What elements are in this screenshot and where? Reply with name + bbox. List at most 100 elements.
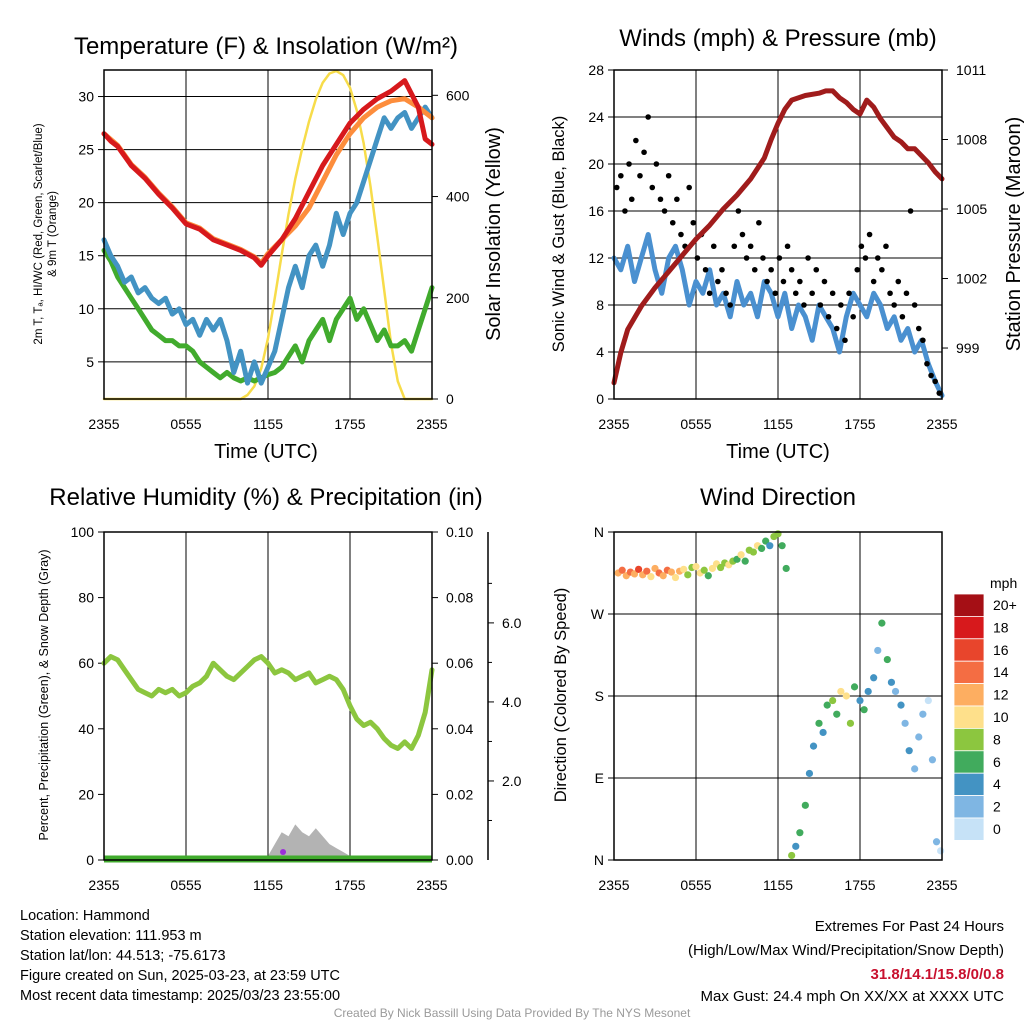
gust-point	[879, 266, 885, 273]
colorbar-label: 2	[993, 799, 1001, 815]
latlon-text: Station lat/lon: 44.513; -75.6173	[20, 948, 226, 964]
colorbar-swatch	[953, 683, 985, 707]
gust-point	[715, 278, 721, 285]
gust-point	[792, 290, 799, 297]
gust-point	[833, 325, 840, 332]
winds-y2-tick-label: 999	[956, 340, 980, 356]
gust-point	[891, 302, 897, 308]
rh-y2-tick-label: 0.08	[446, 590, 473, 606]
direction-point	[700, 566, 708, 574]
rh-y2-tick-label: 0.00	[446, 852, 473, 868]
gust-point	[710, 243, 717, 250]
direction-point	[680, 565, 688, 573]
rh-x-tick-label: 1755	[334, 877, 365, 893]
direction-point	[647, 573, 655, 581]
gust-point	[809, 290, 815, 297]
temperature-y2-tick-label: 200	[446, 290, 470, 306]
direction-panel: 2355 0555 1155 1755 2355 N E S W N	[591, 524, 958, 893]
gust-point	[866, 231, 873, 238]
direction-point	[870, 674, 878, 682]
temperature-panel: 2355 0555 1155 1755 2355 5 10 15 20 25 30	[78, 69, 448, 432]
colorbar-label: 10	[993, 709, 1009, 725]
winds-panel: 2355 0555 1155 1755 2355 0 4 8 12 16 20 24 28	[588, 62, 957, 432]
direction-point	[766, 542, 774, 550]
temperature-series-line	[102, 69, 434, 401]
gust-point	[751, 266, 758, 273]
direction-point	[911, 765, 919, 773]
direction-y-tick-label: W	[591, 606, 605, 622]
winds-y-tick-label: 20	[588, 156, 604, 172]
max-gust-text: Max Gust: 24.4 mph On XX/XX at XXXX UTC	[700, 988, 1004, 1005]
direction-point	[618, 566, 626, 574]
location-text: Location: Hammond	[20, 908, 150, 924]
temperature-y-tick-label: 30	[78, 89, 94, 105]
direction-point	[778, 542, 786, 550]
direction-x-tick-label: 0555	[680, 877, 711, 893]
gust-point	[928, 372, 934, 379]
gust-point	[895, 278, 902, 285]
temperature-xlabel: Time (UTC)	[214, 441, 318, 463]
colorbar-label: 14	[993, 664, 1009, 680]
gust-point	[936, 390, 943, 396]
winds-y-tick-label: 8	[596, 297, 604, 313]
direction-point	[837, 687, 845, 696]
direction-point	[937, 847, 945, 855]
direction-point	[846, 719, 855, 727]
temperature-x-tick-label: 1755	[334, 416, 365, 432]
gust-point	[924, 360, 930, 367]
gust-point	[760, 255, 766, 261]
rh-y-tick-label: 100	[71, 524, 95, 540]
gust-point	[817, 302, 824, 308]
temperature-ylabel-line1: 2m T, Tₐ, HI/WC (Red, Green, Scarlet/Blu…	[33, 123, 45, 344]
direction-point	[928, 756, 937, 764]
gust-point	[805, 255, 811, 261]
temperature-y2-tick-label: 400	[446, 189, 470, 205]
rh-x-tick-label: 2355	[416, 877, 447, 893]
colorbar-label: 4	[993, 776, 1001, 792]
direction-point	[758, 544, 766, 553]
direction-y-tick-label: N	[594, 524, 604, 540]
winds-y2-tick-label: 1011	[956, 62, 986, 78]
temperature-y-tick-label: 25	[78, 142, 94, 158]
rh-y-tick-label: 0	[86, 852, 94, 868]
temperature-x-tick-label: 1155	[253, 416, 283, 432]
winds-y2-tick-label: 1002	[956, 271, 987, 287]
temperature-ylabel-line2: & 9m T (Orange)	[47, 191, 59, 277]
direction-point	[860, 706, 868, 714]
temperature-y2-tick-label: 600	[446, 87, 470, 103]
gust-point	[756, 219, 762, 226]
direction-point	[792, 842, 800, 850]
gust-point	[686, 184, 692, 191]
colorbar-swatch	[953, 593, 985, 617]
winds-y2label: Station Pressure (Maroon)	[1003, 117, 1024, 352]
winds-x-tick-label: 1155	[763, 416, 793, 432]
figure-created-text: Figure created on Sun, 2025-03-23, at 23…	[20, 968, 340, 984]
temperature-y2label: Solar Insolation (Yellow)	[483, 127, 505, 341]
gust-point	[883, 243, 889, 250]
gust-point	[920, 337, 926, 344]
gust-point	[641, 149, 647, 156]
rh-x-tick-label: 1155	[253, 877, 283, 893]
direction-point	[856, 696, 864, 705]
temperature-y-tick-label: 10	[78, 301, 94, 317]
gust-point	[674, 196, 680, 203]
direction-plot-border	[613, 531, 943, 861]
snow-depth-area	[268, 824, 350, 860]
gust-point	[838, 302, 844, 308]
gust-point	[694, 255, 701, 261]
gust-point	[801, 302, 807, 308]
temperature-x-tick-label: 0555	[170, 416, 201, 432]
gust-point	[874, 255, 881, 261]
colorbar-swatch	[953, 817, 985, 841]
temperature-series-line	[101, 78, 435, 268]
colorbar-swatch	[953, 660, 985, 685]
direction-x-tick-label: 1755	[844, 877, 875, 893]
gust-point	[626, 161, 632, 167]
direction-point	[924, 696, 932, 705]
gust-point	[633, 137, 639, 144]
rh-y-tick-label: 20	[78, 786, 94, 802]
temperature-y-tick-label: 5	[86, 354, 94, 370]
extremes-values: 31.8/14.1/15.8/0/0.8	[870, 966, 1004, 983]
direction-point	[919, 710, 927, 718]
rh-panel-title: Relative Humidity (%) & Precipitation (i…	[49, 484, 482, 511]
